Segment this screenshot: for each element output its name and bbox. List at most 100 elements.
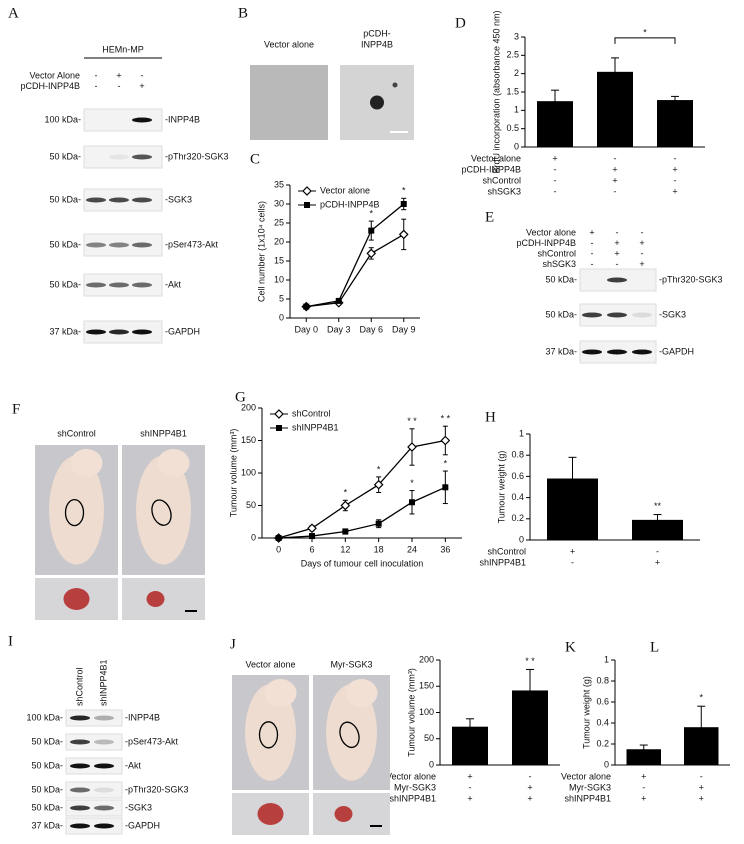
y-axis-label: Tumour volume (mm³) — [228, 429, 238, 518]
condition-mark: - — [95, 70, 98, 80]
blot-strip — [65, 709, 123, 727]
y-tick-label: 0 — [251, 532, 256, 542]
condition-label: Myr-SGK3 — [394, 782, 436, 792]
y-tick-label: 0.8 — [511, 450, 524, 460]
condition-mark: + — [589, 227, 594, 237]
y-tick-label: 2.5 — [506, 50, 519, 60]
annotation: * — [377, 464, 381, 474]
bar — [452, 726, 488, 765]
bar — [657, 100, 693, 147]
y-tick-label: 0.6 — [511, 471, 524, 481]
colony-small — [392, 82, 398, 88]
condition-mark: - — [614, 186, 617, 196]
x-axis-label: Days of tumour cell inoculation — [301, 558, 424, 568]
y-tick-label: 35 — [274, 179, 284, 189]
mouse-body — [49, 455, 104, 565]
kda-marker: 50 kDa- — [31, 784, 63, 794]
annotation: * — [444, 458, 448, 468]
condition-mark: + — [467, 793, 472, 803]
bar — [547, 478, 598, 540]
series-line — [306, 233, 405, 308]
panel-letter: G — [235, 389, 246, 405]
point-marker — [400, 201, 407, 207]
annotation: * * — [407, 416, 417, 426]
excised-tumour — [334, 806, 353, 822]
x-tick-label: Day 3 — [327, 324, 351, 334]
blot-band — [109, 197, 129, 203]
blot-band — [607, 312, 627, 318]
kda-marker: 50 kDa- — [31, 736, 63, 746]
kda-marker: 37 kDa- — [545, 346, 577, 356]
condition-label: pCDH-INPP4B — [20, 81, 80, 91]
tumour-outline — [339, 721, 360, 749]
y-axis-label: Cell number (1x10⁴ cells) — [256, 201, 266, 302]
point-marker — [407, 442, 417, 452]
condition-mark: - — [571, 557, 574, 567]
y-tick-label: 100 — [241, 467, 256, 477]
panel-letter: A — [8, 5, 19, 21]
annotation: * — [344, 488, 348, 498]
point-marker — [276, 425, 282, 431]
condition-label: shINPP4B1 — [564, 793, 611, 803]
panel-letter: I — [8, 633, 13, 649]
blot-band — [132, 197, 152, 203]
bar — [537, 101, 573, 147]
y-tick-label: 100 — [419, 707, 434, 717]
blot-band — [132, 329, 152, 335]
blot-header: HEMn-MP — [102, 44, 144, 54]
blot-strip — [65, 733, 123, 751]
y-tick-label: 3 — [514, 31, 519, 41]
mouse-body — [245, 684, 296, 781]
kda-marker: 100 kDa- — [44, 114, 81, 124]
kda-marker: 50 kDa- — [31, 760, 63, 770]
photo-label: Myr-SGK3 — [330, 659, 372, 669]
condition-mark: + — [612, 175, 617, 185]
condition-mark: + — [614, 238, 619, 248]
point-marker — [398, 229, 409, 240]
y-tick-label: 0.4 — [511, 492, 524, 502]
condition-mark: - — [554, 164, 557, 174]
bracket — [614, 37, 676, 44]
tumour-outline — [258, 721, 279, 749]
blot-band — [94, 739, 114, 745]
condition-label: shControl — [482, 175, 521, 185]
blot-band — [94, 805, 114, 811]
y-tick-label: 50 — [246, 500, 256, 510]
band-name: -SGK3 — [165, 194, 192, 204]
condition-mark: - — [700, 771, 703, 781]
point-marker — [275, 535, 282, 541]
photo-label: shControl — [57, 428, 96, 438]
blot-band — [70, 787, 90, 793]
panel-letter: C — [250, 151, 260, 167]
x-tick-label: Day 0 — [294, 324, 318, 334]
point-marker — [335, 297, 342, 304]
condition-mark: - — [554, 186, 557, 196]
x-tick-label: 18 — [374, 544, 384, 554]
y-tick-label: 0.2 — [511, 513, 524, 523]
condition-label: Vector alone — [471, 153, 521, 163]
blot-band — [94, 763, 114, 769]
blot-band — [70, 739, 90, 745]
kda-marker: 50 kDa- — [49, 279, 81, 289]
blot-band — [632, 312, 652, 318]
blot-band — [132, 117, 152, 123]
x-tick-label: 6 — [309, 544, 314, 554]
band-name: -GAPDH — [125, 820, 160, 830]
blot-band — [607, 349, 627, 355]
kda-marker: 50 kDa- — [49, 151, 81, 161]
condition-mark: - — [614, 153, 617, 163]
band-name: -SGK3 — [125, 802, 152, 812]
blot-band — [94, 787, 114, 793]
y-tick-label: 0 — [514, 141, 519, 151]
mouse-body — [326, 684, 377, 781]
y-tick-label: 1 — [604, 654, 609, 664]
y-tick-label: 5 — [279, 293, 284, 303]
blot-band — [94, 715, 114, 721]
x-tick-label: 0 — [276, 544, 281, 554]
kda-marker: 50 kDa- — [545, 309, 577, 319]
band-name: -Akt — [165, 279, 182, 289]
blot-band — [86, 242, 106, 248]
condition-label: pCDH-INPP4B — [461, 164, 521, 174]
y-axis-label: Tumour volume (mm³) — [406, 668, 416, 757]
bar — [597, 71, 633, 147]
